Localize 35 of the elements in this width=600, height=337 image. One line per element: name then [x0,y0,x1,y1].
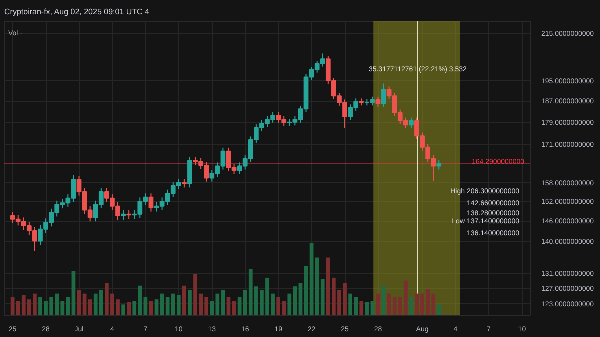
bar [410,297,414,316]
candlestick [376,96,381,108]
candlestick [148,193,154,212]
bar [127,302,132,316]
chart-title: Cryptoiran-fx, Aug 02, 2025 09:01 UTC 4 [4,8,150,16]
bar [10,297,15,316]
candlestick [409,117,414,129]
bar [72,271,76,316]
bar [77,290,82,316]
bar [221,290,226,316]
bar [160,294,164,316]
candlestick [121,210,126,221]
bar [232,301,236,316]
bar [154,300,159,316]
bar [82,294,87,316]
bar [370,301,375,316]
bar [376,294,380,316]
bar [365,302,370,316]
bar [182,286,186,316]
candlestick [436,160,442,170]
bar [304,266,308,316]
candlestick [381,83,386,108]
bar [310,243,314,316]
bar [360,301,364,316]
bar [149,301,154,316]
bar [387,294,392,316]
candlestick [188,156,192,188]
bar [382,286,386,316]
bar [437,304,442,316]
bar [144,297,148,316]
bar [88,300,92,316]
bar [226,297,231,316]
bar [188,290,192,316]
bar [122,304,126,316]
bar [298,282,303,316]
